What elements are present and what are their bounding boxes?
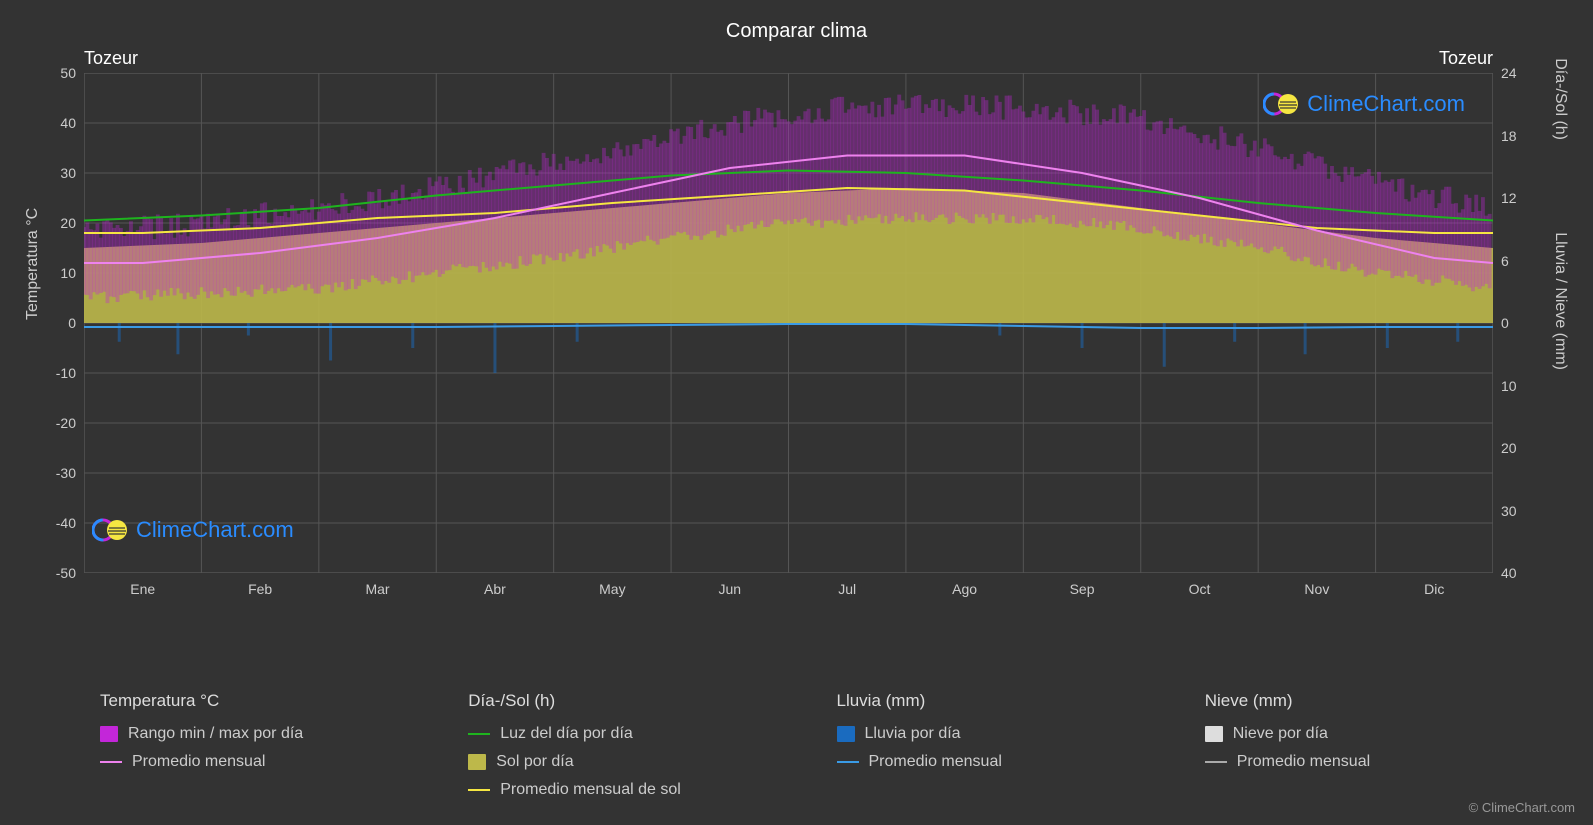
legend-item: Promedio mensual de sol <box>468 781 776 799</box>
y-left-tick: 30 <box>60 165 76 181</box>
y-right-tick: 18 <box>1501 128 1517 144</box>
x-tick: Jun <box>718 581 741 597</box>
x-tick: Dic <box>1424 581 1444 597</box>
x-tick: Ago <box>952 581 977 597</box>
plot-svg <box>84 73 1493 573</box>
y-left-tick: -50 <box>56 565 76 581</box>
y-left-tick: 20 <box>60 215 76 231</box>
location-label-left: Tozeur <box>84 48 138 69</box>
legend-swatch <box>100 726 118 742</box>
y-left-tick: 10 <box>60 265 76 281</box>
legend-item: Lluvia por día <box>837 725 1145 743</box>
x-tick: Jul <box>838 581 856 597</box>
legend-group: Lluvia (mm) Lluvia por día Promedio mensua… <box>837 691 1145 809</box>
x-tick: Sep <box>1070 581 1095 597</box>
legend-item: Rango min / max por día <box>100 725 408 743</box>
legend: Temperatura °C Rango min / max por día Pro… <box>100 691 1513 809</box>
y-right-tick: 10 <box>1501 378 1517 394</box>
x-tick: Oct <box>1189 581 1211 597</box>
legend-label: Promedio mensual <box>869 753 1002 771</box>
y-right-tick: 20 <box>1501 440 1517 456</box>
x-tick: Abr <box>484 581 506 597</box>
y-axis-left-label: Temperatura °C <box>24 208 42 320</box>
location-label-right: Tozeur <box>1439 48 1493 69</box>
legend-label: Nieve por día <box>1233 725 1328 743</box>
logo-icon <box>92 517 130 543</box>
chart-container: Comparar clima Tozeur Tozeur Temperatura… <box>0 0 1593 825</box>
legend-swatch <box>1205 761 1227 764</box>
legend-item: Nieve por día <box>1205 725 1513 743</box>
y-axis-right-label-precip: Lluvia / Nieve (mm) <box>1551 232 1569 370</box>
y-right-tick: 6 <box>1501 253 1509 269</box>
watermark-bottom: ClimeChart.com <box>92 517 294 543</box>
y-left-tick: 0 <box>68 315 76 331</box>
legend-swatch <box>100 761 122 764</box>
watermark-text: ClimeChart.com <box>1307 91 1465 117</box>
x-tick: Nov <box>1304 581 1329 597</box>
legend-group: Día-/Sol (h) Luz del día por día Sol por d… <box>468 691 776 809</box>
legend-heading: Día-/Sol (h) <box>468 691 776 711</box>
legend-item: Promedio mensual <box>100 753 408 771</box>
y-right-tick: 0 <box>1501 315 1509 331</box>
y-left-tick: -40 <box>56 515 76 531</box>
legend-swatch <box>468 754 486 770</box>
legend-swatch <box>468 789 490 792</box>
x-tick: Mar <box>365 581 389 597</box>
watermark-top: ClimeChart.com <box>1263 91 1465 117</box>
y-right-tick: 24 <box>1501 65 1517 81</box>
y-left-tick: -20 <box>56 415 76 431</box>
legend-item: Sol por día <box>468 753 776 771</box>
legend-item: Promedio mensual <box>1205 753 1513 771</box>
legend-label: Promedio mensual <box>1237 753 1370 771</box>
y-left-tick: -10 <box>56 365 76 381</box>
legend-group: Nieve (mm) Nieve por día Promedio mensual <box>1205 691 1513 809</box>
legend-swatch <box>837 726 855 742</box>
legend-label: Sol por día <box>496 753 573 771</box>
legend-swatch <box>837 761 859 764</box>
legend-label: Luz del día por día <box>500 725 633 743</box>
legend-label: Promedio mensual de sol <box>500 781 681 799</box>
legend-swatch <box>1205 726 1223 742</box>
y-right-tick: 30 <box>1501 503 1517 519</box>
legend-item: Promedio mensual <box>837 753 1145 771</box>
y-left-tick: 40 <box>60 115 76 131</box>
watermark-text: ClimeChart.com <box>136 517 294 543</box>
legend-heading: Lluvia (mm) <box>837 691 1145 711</box>
legend-label: Rango min / max por día <box>128 725 303 743</box>
legend-heading: Nieve (mm) <box>1205 691 1513 711</box>
legend-label: Promedio mensual <box>132 753 265 771</box>
y-right-tick: 12 <box>1501 190 1517 206</box>
y-axis-right-label-daysun: Día-/Sol (h) <box>1551 58 1569 140</box>
y-left-tick: -30 <box>56 465 76 481</box>
chart-title: Comparar clima <box>0 20 1593 43</box>
copyright: © ClimeChart.com <box>1469 800 1575 815</box>
logo-icon <box>1263 91 1301 117</box>
chart-area: ClimeChart.com ClimeChart.com 5040302010… <box>84 73 1493 573</box>
legend-swatch <box>468 733 490 736</box>
legend-heading: Temperatura °C <box>100 691 408 711</box>
x-tick: Ene <box>130 581 155 597</box>
y-right-tick: 40 <box>1501 565 1517 581</box>
y-left-tick: 50 <box>60 65 76 81</box>
legend-item: Luz del día por día <box>468 725 776 743</box>
x-tick: May <box>599 581 625 597</box>
x-tick: Feb <box>248 581 272 597</box>
legend-group: Temperatura °C Rango min / max por día Pro… <box>100 691 408 809</box>
legend-label: Lluvia por día <box>865 725 961 743</box>
